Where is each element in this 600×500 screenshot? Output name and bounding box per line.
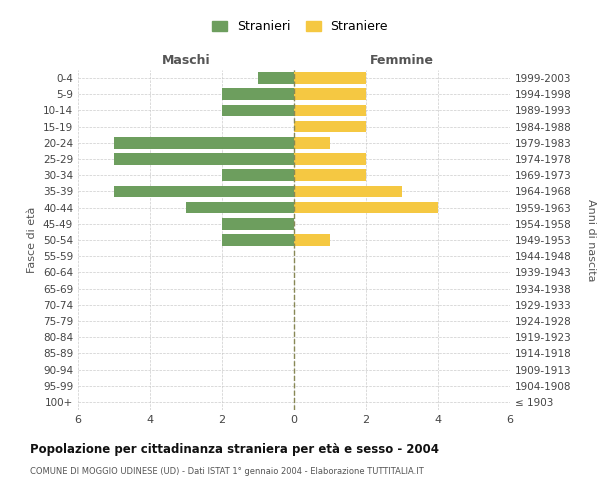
Bar xyxy=(222,234,294,246)
Bar xyxy=(222,104,294,117)
Bar xyxy=(294,234,330,246)
Bar xyxy=(294,88,366,100)
Text: Popolazione per cittadinanza straniera per età e sesso - 2004: Popolazione per cittadinanza straniera p… xyxy=(30,442,439,456)
Bar xyxy=(222,218,294,230)
Bar xyxy=(294,153,366,165)
Bar xyxy=(186,202,294,213)
Text: Femmine: Femmine xyxy=(370,54,434,67)
Y-axis label: Fasce di età: Fasce di età xyxy=(28,207,37,273)
Bar xyxy=(294,121,366,132)
Bar xyxy=(294,202,438,213)
Bar xyxy=(114,137,294,148)
Legend: Stranieri, Straniere: Stranieri, Straniere xyxy=(208,16,392,37)
Bar xyxy=(114,186,294,198)
Bar xyxy=(294,170,366,181)
Bar xyxy=(294,72,366,84)
Bar xyxy=(114,153,294,165)
Y-axis label: Anni di nascita: Anni di nascita xyxy=(586,198,596,281)
Bar xyxy=(294,137,330,148)
Bar xyxy=(222,88,294,100)
Text: COMUNE DI MOGGIO UDINESE (UD) - Dati ISTAT 1° gennaio 2004 - Elaborazione TUTTIT: COMUNE DI MOGGIO UDINESE (UD) - Dati IST… xyxy=(30,468,424,476)
Bar xyxy=(222,170,294,181)
Bar xyxy=(294,186,402,198)
Text: Maschi: Maschi xyxy=(161,54,211,67)
Bar xyxy=(258,72,294,84)
Bar xyxy=(294,104,366,117)
